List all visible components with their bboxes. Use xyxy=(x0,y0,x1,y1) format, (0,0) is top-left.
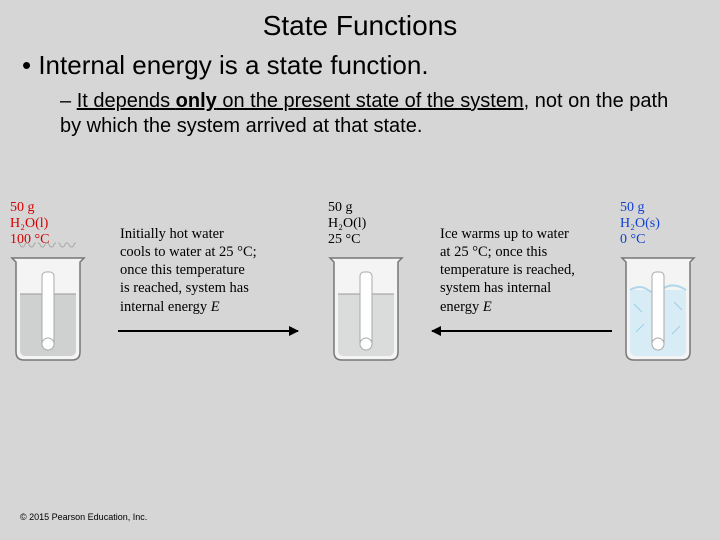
beaker-ice-mass: 50 g xyxy=(620,200,715,216)
desc-left-l2: cools to water at 25 °C; xyxy=(120,243,295,261)
beaker-mid-svg xyxy=(328,254,404,364)
desc-left-l1: Initially hot water xyxy=(120,225,295,243)
bullet1-text: Internal energy is a state function. xyxy=(38,50,428,80)
steam-icon: 〰〰〰 xyxy=(10,232,86,258)
copyright-text: © 2015 Pearson Education, Inc. xyxy=(20,512,147,522)
bullet2-bold: only xyxy=(176,90,217,112)
diagram-region: 50 g H₂O(l) 100 °C 〰〰〰 Initially hot wat… xyxy=(0,200,720,440)
desc-left-l5: internal energy E xyxy=(120,298,295,316)
beaker-hot-mass: 50 g xyxy=(10,200,110,216)
bullet-level-1: • Internal energy is a state function. xyxy=(0,42,720,81)
beaker-ice-svg xyxy=(620,254,696,364)
beaker-ice xyxy=(620,254,696,364)
beaker-ice-temp: 0 °C xyxy=(620,232,715,248)
arrow-left-icon xyxy=(432,330,612,332)
beaker-hot-svg xyxy=(10,254,86,364)
beaker-mid-group: 50 g H₂O(l) 25 °C xyxy=(328,200,418,364)
beaker-mid-temp: 25 °C xyxy=(328,232,418,248)
beaker-hot-group: 50 g H₂O(l) 100 °C 〰〰〰 xyxy=(10,200,110,364)
desc-right-l5: energy E xyxy=(440,298,610,316)
desc-left-l5a: internal energy xyxy=(120,299,211,315)
beaker-hot: 〰〰〰 xyxy=(10,254,86,364)
desc-left-l4: is reached, system has xyxy=(120,279,295,297)
bullet1-marker: • xyxy=(22,50,38,80)
beaker-ice-group: 50 g H₂O(s) 0 °C xyxy=(620,200,715,364)
desc-right-l4: system has internal xyxy=(440,279,610,297)
desc-left-l3: once this temperature xyxy=(120,261,295,279)
beaker-ice-formula: H₂O(s) xyxy=(620,216,715,232)
beaker-mid-formula: H₂O(l) xyxy=(328,216,418,232)
bullet2-seg1: It depends xyxy=(77,90,176,112)
bullet2-marker: – xyxy=(60,90,77,112)
desc-right-l2: at 25 °C; once this xyxy=(440,243,610,261)
desc-right-l1: Ice warms up to water xyxy=(440,225,610,243)
beaker-hot-formula: H₂O(l) xyxy=(10,216,110,232)
bullet2-underline: It depends only on the present state of … xyxy=(77,90,524,112)
desc-left-E: E xyxy=(211,299,220,315)
desc-right-l5a: energy xyxy=(440,299,483,315)
desc-right-E: E xyxy=(483,299,492,315)
description-right: Ice warms up to water at 25 °C; once thi… xyxy=(440,225,610,316)
description-left: Initially hot water cools to water at 25… xyxy=(120,225,295,316)
arrow-right-icon xyxy=(118,330,298,332)
page-title: State Functions xyxy=(0,0,720,42)
bullet-level-2: – It depends only on the present state o… xyxy=(0,81,720,139)
beaker-mid-mass: 50 g xyxy=(328,200,418,216)
bullet2-seg2: on the present state of the system xyxy=(217,90,524,112)
beaker-mid xyxy=(328,254,404,364)
beaker-ice-label: 50 g H₂O(s) 0 °C xyxy=(620,200,715,248)
beaker-mid-label: 50 g H₂O(l) 25 °C xyxy=(328,200,418,248)
desc-right-l3: temperature is reached, xyxy=(440,261,610,279)
